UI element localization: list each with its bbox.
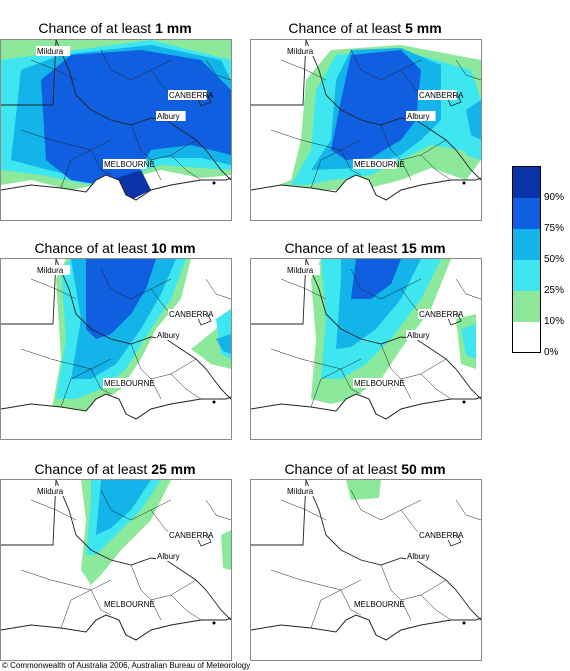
place-label-melbourne: MELBOURNE (354, 379, 405, 388)
legend-label-75: 75% (544, 223, 565, 234)
panel-title-50mm: Chance of at least 50 mm (250, 461, 480, 477)
place-label-albury: Albury (407, 112, 430, 121)
legend-band-75 (513, 198, 540, 229)
probability-field (346, 480, 381, 500)
legend-label-0: 0% (544, 347, 559, 358)
probability-field (266, 45, 481, 195)
panel-title-1mm: Chance of at least 1 mm (0, 20, 230, 36)
map-5mm: Mildura CANBERRA Albury MELBOURNE (250, 39, 482, 221)
place-label-albury: Albury (407, 331, 430, 340)
panel-title-5mm: Chance of at least 5 mm (250, 20, 480, 36)
map-svg: Mildura CANBERRA Albury MELBOURNE (251, 480, 481, 641)
panel-title-amount: 10 mm (151, 240, 196, 256)
probability-region (461, 324, 476, 359)
map-svg: Mildura CANBERRA Albury MELBOURNE (251, 40, 481, 201)
panel-title-25mm: Chance of at least 25 mm (0, 461, 230, 477)
probability-region (96, 480, 151, 535)
probability-field (51, 259, 231, 414)
legend-label-50: 50% (544, 254, 565, 265)
probability-region (346, 480, 381, 500)
place-label-canberra: CANBERRA (169, 531, 214, 540)
panel-title-prefix: Chance of at least (38, 20, 156, 36)
panel-title-amount: 15 mm (401, 240, 446, 256)
panel-title-prefix: Chance of at least (284, 461, 402, 477)
map-15mm: Mildura CANBERRA Albury MELBOURNE (250, 258, 482, 440)
panel-title-prefix: Chance of at least (288, 20, 406, 36)
panel-title-amount: 50 mm (401, 461, 446, 477)
place-label-mildura: Mildura (37, 487, 64, 496)
panel-title-prefix: Chance of at least (34, 461, 152, 477)
map-10mm: Mildura CANBERRA Albury MELBOURNE (0, 258, 232, 440)
place-label-albury: Albury (407, 552, 430, 561)
map-svg: Mildura CANBERRA Albury MELBOURNE (1, 40, 231, 201)
place-label-albury: Albury (157, 112, 180, 121)
place-label-melbourne: MELBOURNE (104, 160, 155, 169)
place-label-melbourne: MELBOURNE (104, 600, 155, 609)
place-label-canberra: CANBERRA (169, 310, 214, 319)
place-label-mildura: Mildura (287, 47, 314, 56)
panel-title-10mm: Chance of at least 10 mm (0, 240, 230, 256)
probability-region (351, 259, 401, 299)
place-label-mildura: Mildura (37, 266, 64, 275)
probability-field (311, 259, 476, 404)
map-svg: Mildura CANBERRA Albury MELBOURNE (251, 259, 481, 420)
legend-band-10 (513, 291, 540, 322)
map-svg: Mildura CANBERRA Albury MELBOURNE (1, 259, 231, 420)
place-label-canberra: CANBERRA (419, 310, 464, 319)
place-label-canberra: CANBERRA (419, 531, 464, 540)
probability-region (331, 50, 421, 160)
panel-title-prefix: Chance of at least (284, 240, 402, 256)
place-label-melbourne: MELBOURNE (354, 160, 405, 169)
probability-region (216, 334, 231, 354)
legend-label-10: 10% (544, 316, 565, 327)
probability-region (41, 50, 231, 200)
panel-title-prefix: Chance of at least (34, 240, 152, 256)
panel-title-15mm: Chance of at least 15 mm (250, 240, 480, 256)
panel-title-amount: 25 mm (151, 461, 196, 477)
place-label-albury: Albury (157, 331, 180, 340)
place-label-canberra: CANBERRA (419, 91, 464, 100)
legend-band-25 (513, 260, 540, 291)
place-label-melbourne: MELBOURNE (104, 379, 155, 388)
legend-label-25: 25% (544, 285, 565, 296)
probability-region (111, 170, 151, 200)
legend-band-50 (513, 229, 540, 260)
place-label-mildura: Mildura (287, 266, 314, 275)
place-label-mildura: Mildura (37, 47, 64, 56)
panel-title-amount: 5 mm (405, 20, 442, 36)
legend-band-0 (513, 322, 540, 352)
place-label-melbourne: MELBOURNE (354, 600, 405, 609)
probability-field (81, 480, 231, 585)
copyright-footer: © Commonwealth of Australia 2006, Austra… (2, 661, 251, 670)
panel-title-amount: 1 mm (155, 20, 192, 36)
map-50mm: Mildura CANBERRA Albury MELBOURNE (250, 479, 482, 661)
place-label-mildura: Mildura (287, 487, 314, 496)
probability-region (466, 100, 481, 140)
probability-region (221, 530, 231, 570)
place-label-canberra: CANBERRA (169, 91, 214, 100)
place-label-albury: Albury (157, 552, 180, 561)
legend-label-90: 90% (544, 192, 565, 203)
probability-field (1, 40, 231, 200)
map-25mm: Mildura CANBERRA Albury MELBOURNE (0, 479, 232, 661)
probability-legend (512, 166, 541, 353)
map-svg: Mildura CANBERRA Albury MELBOURNE (1, 480, 231, 641)
probability-region (86, 259, 156, 339)
legend-band-90 (513, 167, 540, 198)
map-1mm: Mildura CANBERRA Albury MELBOURNE (0, 39, 232, 221)
